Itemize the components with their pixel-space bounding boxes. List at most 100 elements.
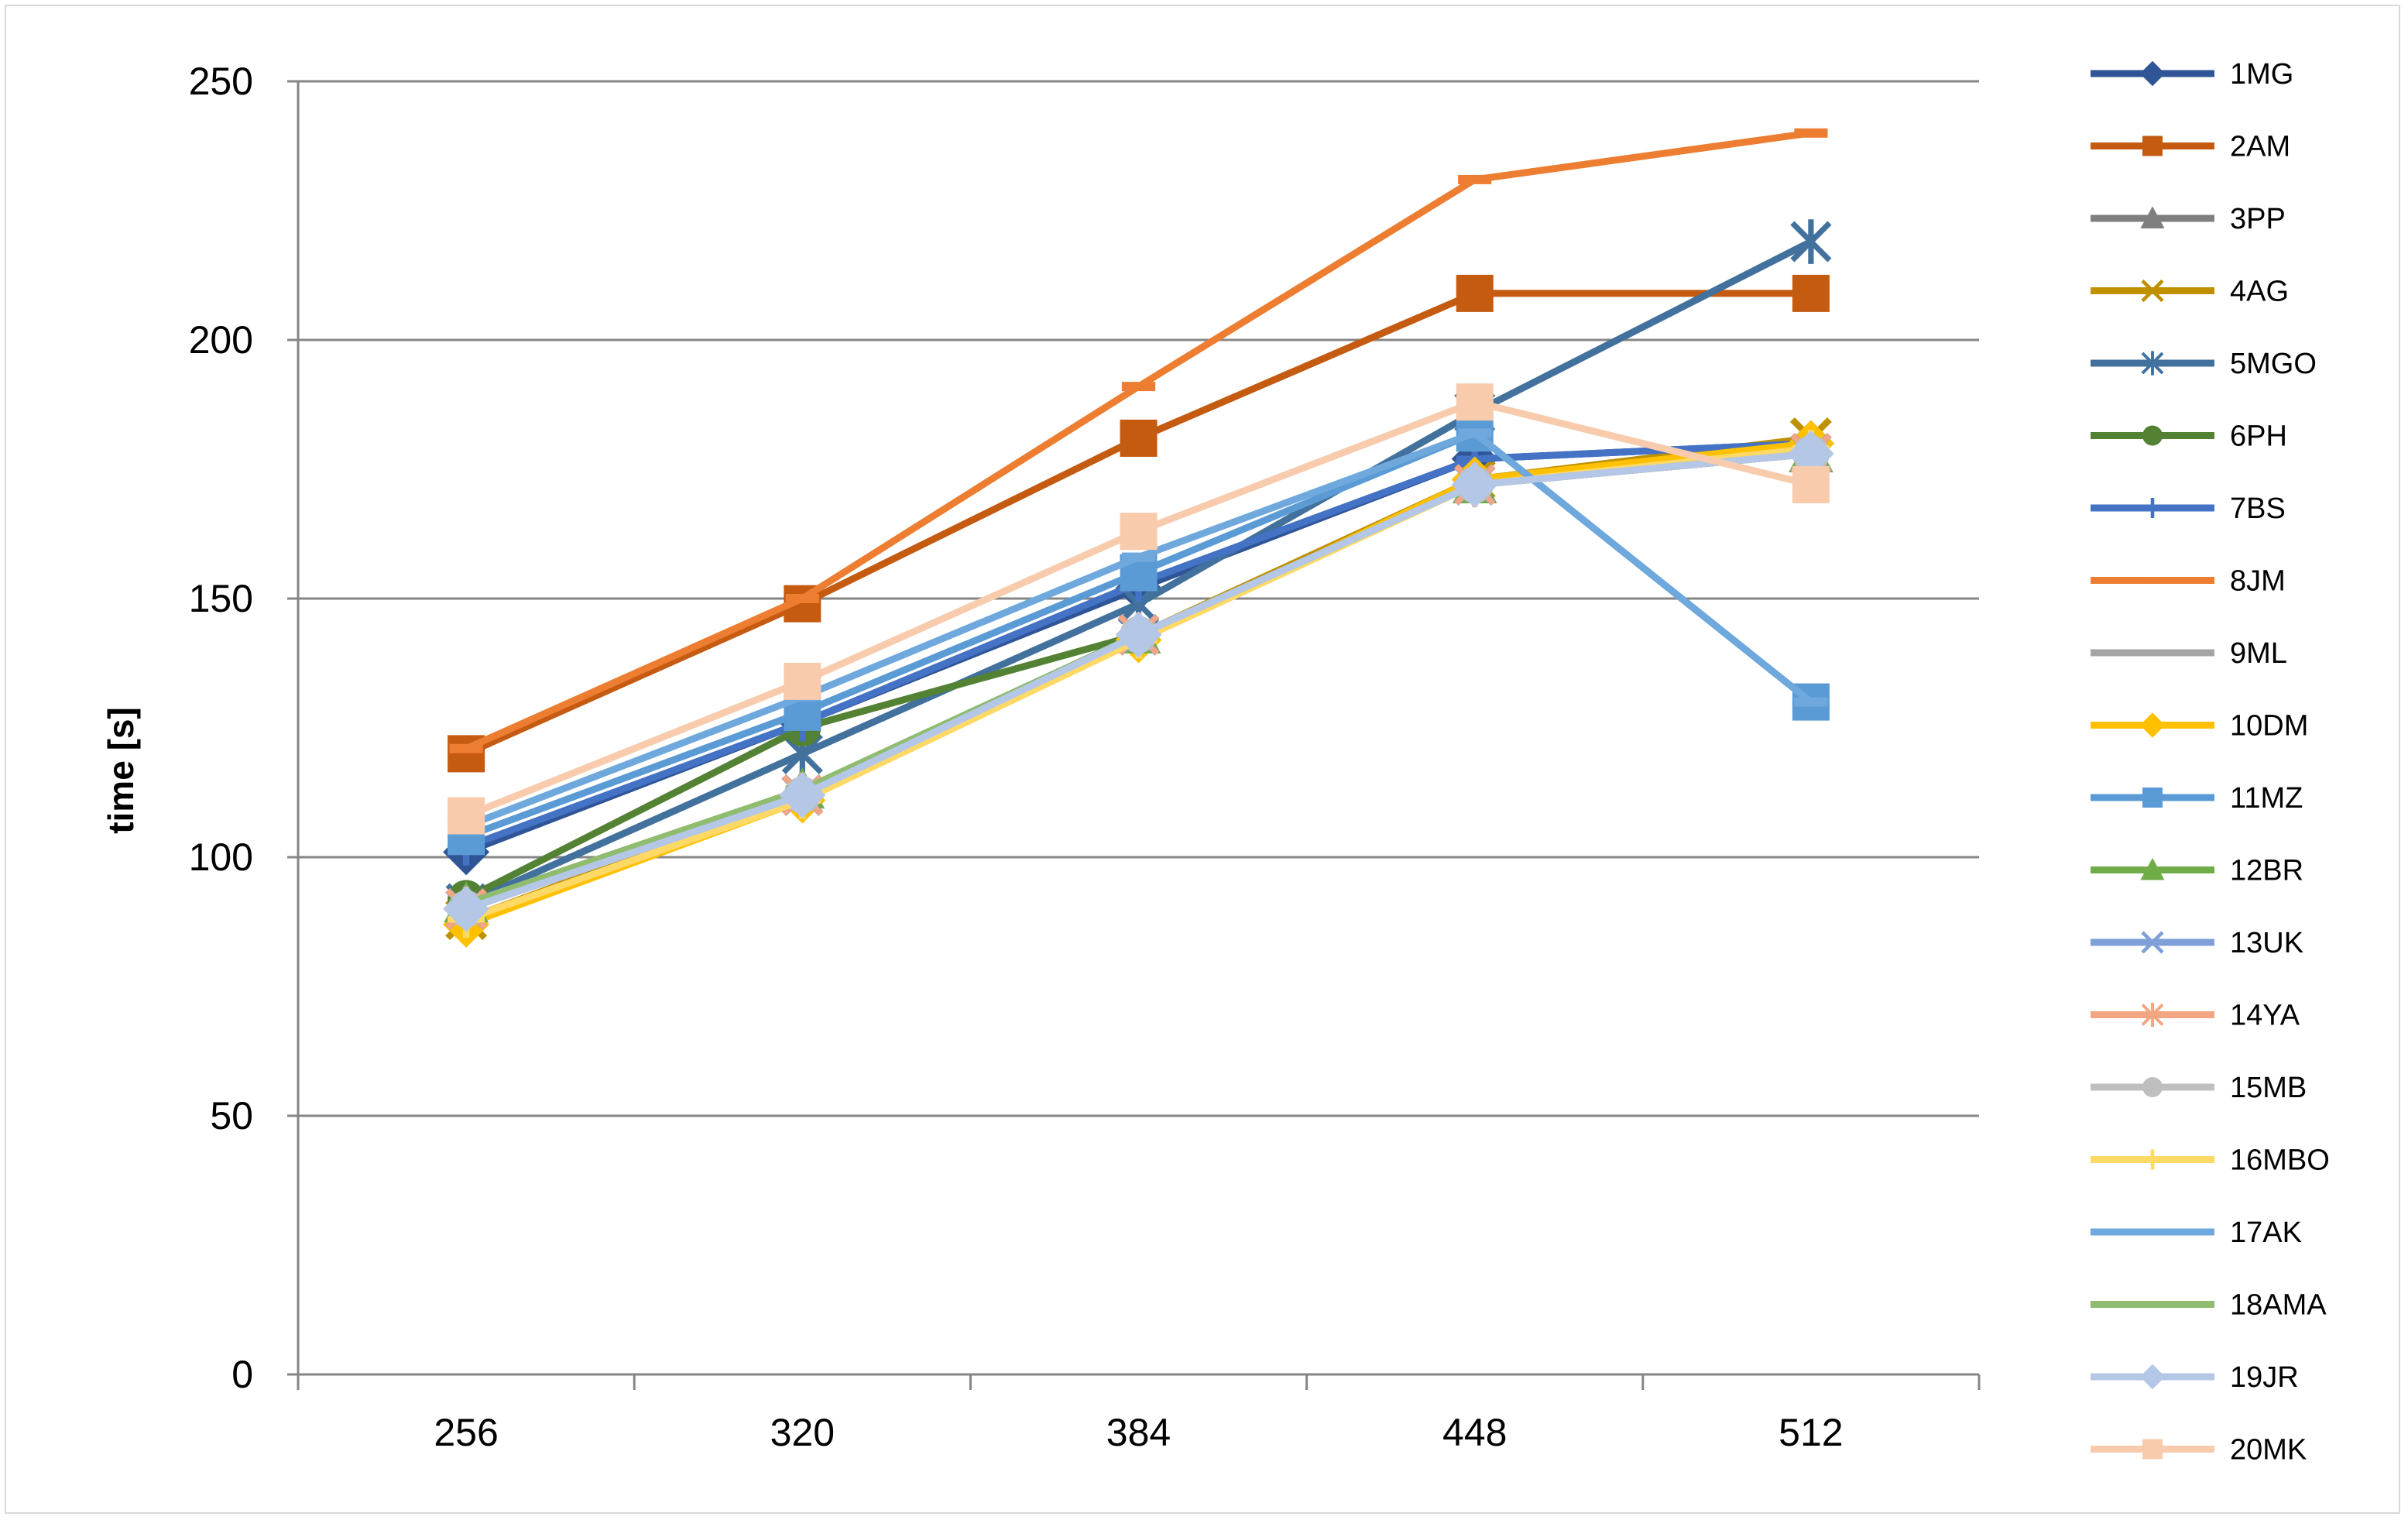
x-tick-label: 320: [770, 1411, 835, 1454]
legend-item: 17AK: [2091, 1216, 2302, 1249]
marker-square: [1456, 383, 1494, 421]
y-axis-title: time [s]: [101, 707, 141, 834]
legend-item: 1MG: [2091, 58, 2293, 91]
y-tick-label: 250: [189, 60, 253, 103]
marker-dash: [1458, 428, 1492, 438]
legend-label: 15MB: [2230, 1072, 2307, 1104]
marker-dash: [1794, 697, 1828, 707]
data-point: [2141, 931, 2164, 954]
data-point: [779, 771, 826, 818]
marker-square: [448, 797, 485, 835]
series-19JR: [443, 430, 1834, 932]
x-tick-label: 512: [1779, 1411, 1843, 1454]
marker-square: [2142, 787, 2163, 808]
marker-triangle: [2140, 857, 2165, 880]
marker-plus: [2142, 1149, 2163, 1170]
legend-label: 6PH: [2230, 420, 2287, 453]
marker-diamond: [1115, 611, 1162, 658]
data-point: [1115, 611, 1162, 658]
marker-diamond: [2139, 1364, 2166, 1390]
legend: 1MG 2AM 3PP 4AG 5MGO 6PH 7BS 8JM 9ML 10DM 11MZ 12BR…: [2091, 58, 2330, 1467]
data-point: [2143, 650, 2162, 656]
marker-square: [1120, 419, 1158, 457]
data-point: [2139, 712, 2166, 738]
legend-item: 9ML: [2091, 637, 2287, 670]
data-point: [2141, 351, 2164, 376]
legend-item: 3PP: [2091, 203, 2286, 235]
marker-dash: [785, 594, 819, 603]
legend-label: 20MK: [2230, 1434, 2307, 1467]
data-point: [785, 594, 819, 603]
legend-item: 19JR: [2091, 1361, 2299, 1394]
data-point: [1120, 513, 1158, 551]
axes: 0 50 100 150 200 250 256 320 384 448 512: [189, 60, 1981, 1454]
data-point: [449, 743, 483, 753]
legend-label: 3PP: [2230, 203, 2286, 235]
marker-square: [1456, 274, 1494, 312]
legend-item: 2AM: [2091, 131, 2290, 163]
legend-item: 4AG: [2091, 276, 2289, 308]
marker-diamond: [779, 771, 826, 818]
marker-dash: [449, 743, 483, 753]
marker-dash: [2143, 578, 2162, 583]
data-point: [448, 797, 485, 835]
marker-star: [2141, 1002, 2164, 1028]
series-20MK: [448, 383, 1830, 835]
marker-diamond: [2139, 712, 2166, 738]
legend-item: 7BS: [2091, 492, 2286, 525]
series-4AG: [445, 417, 1832, 941]
legend-label: 13UK: [2230, 927, 2303, 959]
data-point: [1792, 274, 1830, 312]
data-point: [2142, 425, 2163, 446]
marker-dash: [1121, 382, 1156, 392]
data-point: [1792, 466, 1830, 504]
marker-star: [1790, 219, 1832, 264]
marker-diamond: [2139, 60, 2166, 87]
marker-square: [2142, 1439, 2163, 1460]
marker-dash: [2143, 650, 2162, 656]
marker-dash: [1121, 552, 1156, 562]
data-point: [1451, 461, 1498, 509]
legend-label: 7BS: [2230, 492, 2286, 525]
data-point: [2142, 787, 2163, 808]
y-tick-label: 200: [189, 318, 253, 362]
legend-label: 17AK: [2230, 1216, 2302, 1249]
marker-triangle: [2140, 206, 2165, 228]
legend-label: 2AM: [2230, 131, 2290, 163]
data-point: [1121, 382, 1156, 392]
data-point: [2139, 1364, 2166, 1390]
y-tick-label: 150: [189, 577, 253, 620]
series-10DM: [443, 420, 1834, 948]
data-point: [2142, 498, 2163, 518]
legend-item: 18AMA: [2091, 1289, 2327, 1322]
legend-label: 11MZ: [2230, 782, 2303, 815]
data-point: [1794, 128, 1828, 138]
marker-square: [784, 662, 822, 700]
marker-circle: [2142, 425, 2163, 446]
data-point: [1456, 383, 1494, 421]
data-point: [1458, 428, 1492, 438]
data-point: [1458, 174, 1492, 184]
data-point: [2142, 1439, 2163, 1460]
data-point: [2143, 1229, 2162, 1235]
legend-label: 12BR: [2230, 855, 2303, 887]
legend-item: 12BR: [2091, 855, 2303, 887]
legend-item: 16MBO: [2091, 1144, 2330, 1177]
series-8JM: [449, 128, 1828, 753]
data-point: [1121, 552, 1156, 562]
legend-item: 20MK: [2091, 1434, 2307, 1467]
data-point: [1120, 419, 1158, 457]
marker-dash: [2143, 1229, 2162, 1235]
marker-diamond: [443, 885, 490, 932]
data-point: [1790, 219, 1832, 264]
legend-item: 5MGO: [2091, 348, 2317, 380]
x-tick-label: 448: [1442, 1411, 1507, 1454]
legend-label: 14YA: [2230, 1000, 2300, 1032]
legend-item: 15MB: [2091, 1072, 2307, 1104]
x-tick-label: 384: [1106, 1411, 1171, 1454]
legend-label: 4AG: [2230, 276, 2289, 308]
legend-item: 10DM: [2091, 710, 2308, 743]
data-point: [1456, 274, 1494, 312]
legend-label: 16MBO: [2230, 1144, 2330, 1177]
